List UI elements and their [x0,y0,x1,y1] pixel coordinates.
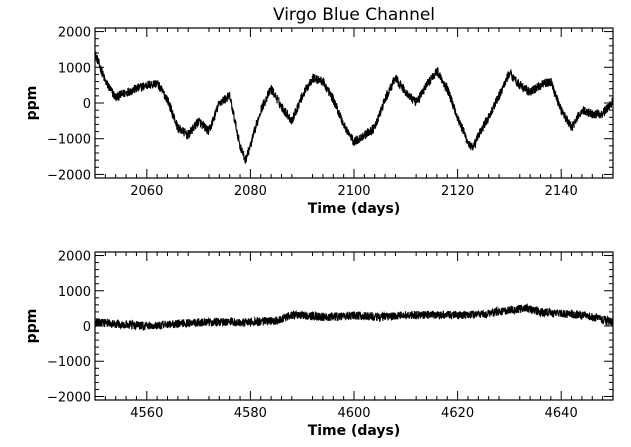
y-tick-label: 1000 [58,61,91,76]
x-tick-label: 4580 [234,406,267,421]
x-tick-label: 2100 [337,184,370,199]
x-axis-label: Time (days) [308,201,401,217]
x-tick-label: 4600 [337,406,370,421]
y-axis-label: ppm [24,86,40,121]
x-tick-label: 2060 [130,184,163,199]
x-tick-label: 2140 [545,184,578,199]
y-tick-label: −1000 [47,133,91,148]
y-axis-label: ppm [24,309,40,344]
data-series-line [95,51,613,164]
y-tick-label: −1000 [47,355,91,370]
x-tick-label: 4620 [441,406,474,421]
y-tick-label: 2000 [58,250,91,265]
data-series-line [95,302,613,332]
y-tick-label: 0 [83,320,91,335]
x-tick-label: 2080 [234,184,267,199]
x-tick-label: 4640 [545,406,578,421]
x-tick-label: 4560 [130,406,163,421]
panel-bottom: 4560 4580 4600 4620 4640 −2000 −1000 0 1000 2000 T… [24,250,614,439]
x-tick-label: 2120 [441,184,474,199]
panel-top: Virgo Blue Channel 2060 2080 2100 2120 2140 −2… [24,5,614,217]
y-tick-label: −2000 [47,390,91,405]
plot-frame [94,27,614,179]
chart-title: Virgo Blue Channel [273,5,435,25]
y-tick-label: 2000 [58,26,91,41]
y-tick-label: 1000 [58,285,91,300]
x-axis-label: Time (days) [308,423,401,439]
y-tick-label: −2000 [47,168,91,183]
y-tick-label: 0 [83,97,91,112]
